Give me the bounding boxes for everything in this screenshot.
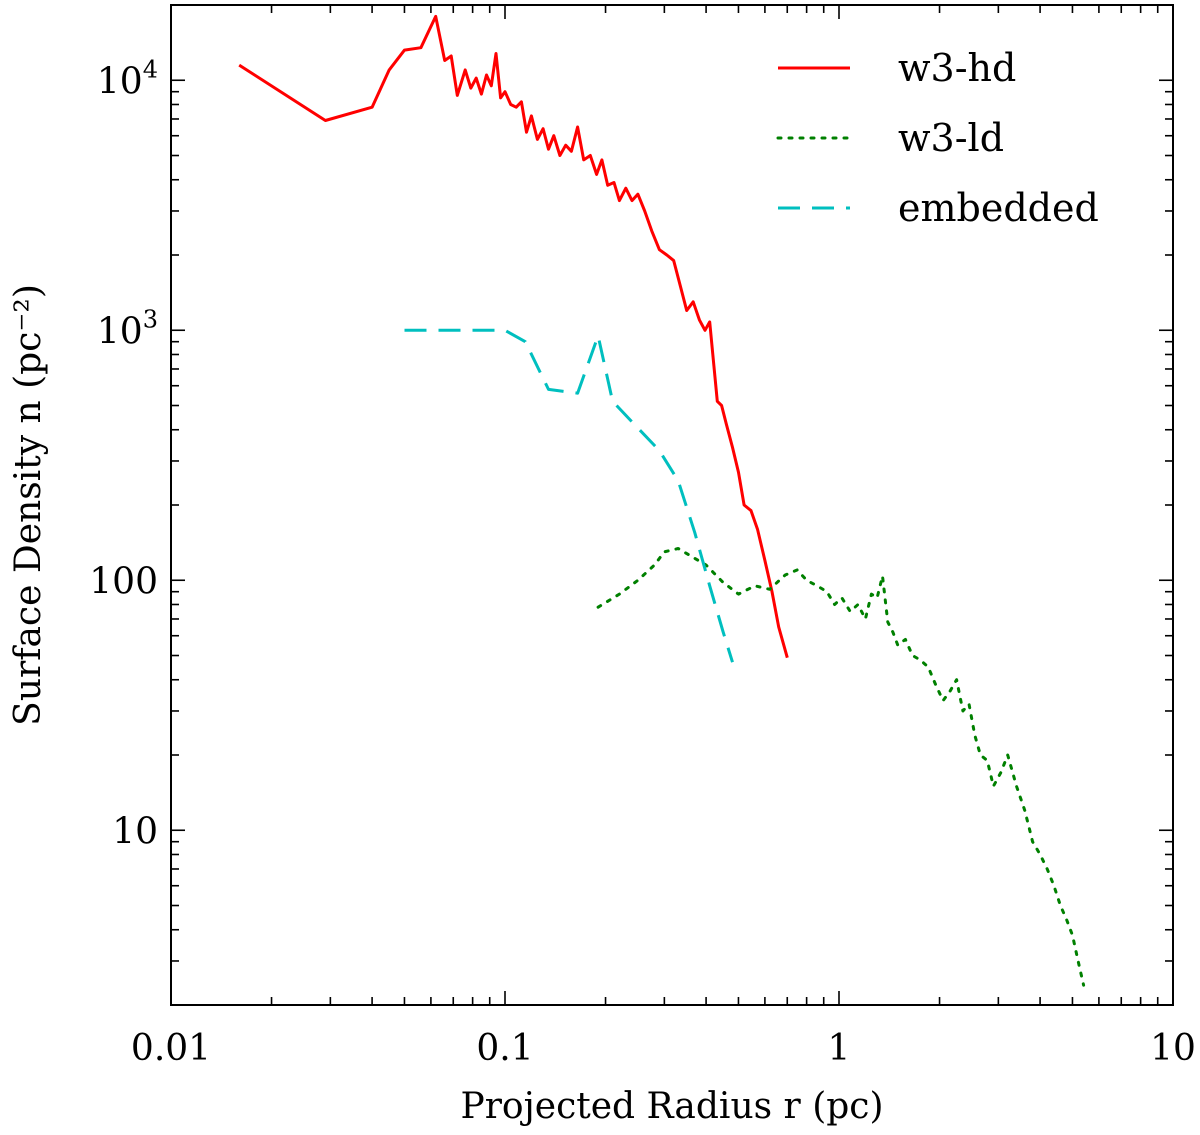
x-tick-label: 10 — [1150, 1028, 1196, 1069]
axes-frame — [170, 4, 1174, 1006]
series-line-embedded — [404, 328, 734, 663]
series-layer — [238, 14, 1086, 987]
x-tick-label: 1 — [828, 1028, 851, 1069]
y-tick-label: 100 — [89, 561, 158, 602]
y-tick-label: 104 — [97, 55, 158, 102]
y-tick-label: 103 — [97, 305, 158, 352]
series-line-w3-ld — [596, 547, 1086, 987]
y-tick-label: 10 — [112, 811, 158, 852]
plot-area — [170, 4, 1174, 1006]
x-tick-label: 0.1 — [476, 1028, 533, 1069]
series-line-w3-hd — [238, 14, 789, 659]
legend-label-w3-hd: w3-hd — [898, 46, 1016, 90]
x-tick-label: 0.01 — [131, 1028, 211, 1069]
legend-label-embedded: embedded — [898, 186, 1099, 230]
x-axis-label: Projected Radius r (pc) — [461, 1086, 884, 1127]
ticks-layer — [170, 4, 1174, 1006]
legend: w3-hd w3-ld embedded — [776, 46, 1099, 230]
legend-label-w3-ld: w3-ld — [898, 116, 1004, 160]
y-axis-label: Surface Density n (pc⁻²) — [8, 284, 49, 726]
tick-labels-layer: 0.01 0.1 1 10 10 100 103 104 — [89, 55, 1196, 1069]
